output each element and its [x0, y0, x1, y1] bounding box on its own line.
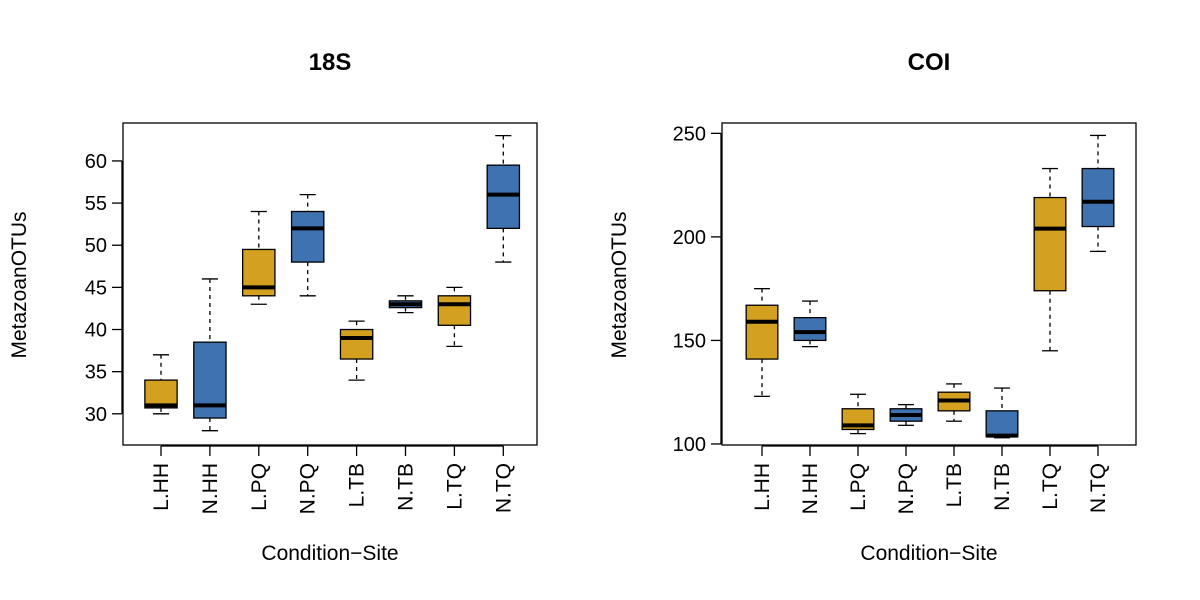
x-tick-label: N.TQ [1087, 463, 1110, 513]
y-tick-label: 250 [673, 123, 706, 145]
iqr-box [745, 304, 779, 360]
iqr-box [144, 379, 178, 409]
box-l-tq [437, 286, 472, 348]
panel-18s: 18S MetazoanOTUs Condition−Site 30 35 40 45… [8, 49, 538, 565]
x-tick-label: L.PQ [248, 463, 271, 511]
y-tick-label: 200 [673, 227, 706, 249]
x-axis: L.HH N.HH L.PQ N.PQ L.TB N.TB L.TQ N.TQ [751, 445, 1110, 514]
plot-frame [721, 122, 1137, 446]
x-tick-label: L.TB [943, 463, 966, 507]
box-n-tb [388, 295, 423, 314]
y-axis: 100 150 200 250 [673, 123, 722, 456]
iqr-box [290, 210, 325, 263]
iqr-box [985, 410, 1019, 438]
y-tick-label: 150 [673, 330, 706, 352]
x-axis-label: Condition−Site [261, 542, 398, 565]
x-tick-label: N.TB [991, 463, 1014, 511]
panel-title: COI [908, 49, 951, 76]
boxes-layer [745, 134, 1115, 439]
x-tick-label: L.TQ [1039, 463, 1062, 510]
box-l-tb [937, 383, 971, 422]
y-axis: 30 35 40 45 50 55 60 [85, 151, 123, 426]
box-n-tb [985, 387, 1019, 439]
x-tick-label: L.TB [346, 463, 369, 507]
y-tick-label: 30 [85, 404, 107, 426]
box-n-pq [889, 403, 923, 426]
x-tick-label: N.TQ [492, 463, 515, 513]
iqr-box [437, 295, 472, 326]
iqr-box [339, 328, 374, 360]
box-n-hh [793, 300, 827, 348]
y-tick-label: 100 [673, 434, 706, 456]
x-tick-label: L.HH [751, 463, 774, 511]
x-tick-label: N.HH [799, 463, 822, 514]
box-l-hh [144, 354, 178, 415]
x-tick-label: N.HH [199, 463, 222, 514]
panel-title: 18S [309, 49, 352, 76]
x-tick-label: L.HH [150, 463, 173, 511]
y-tick-label: 50 [85, 235, 107, 257]
x-tick-label: L.TQ [443, 463, 466, 510]
y-axis-label: MetazoanOTUs [8, 211, 31, 358]
iqr-box [486, 164, 521, 230]
box-l-pq [841, 393, 875, 435]
boxes-layer [144, 134, 521, 432]
box-n-tq [1081, 134, 1115, 253]
y-axis-label: MetazoanOTUs [608, 211, 631, 358]
iqr-box [793, 316, 827, 342]
box-l-hh [745, 288, 779, 397]
panel-coi: COI MetazoanOTUs Condition−Site 100 150 20… [608, 49, 1137, 565]
box-l-tq [1033, 167, 1067, 352]
x-tick-label: N.TB [395, 463, 418, 511]
iqr-box [1033, 196, 1067, 292]
x-axis-label: Condition−Site [860, 542, 997, 565]
x-axis: L.HH N.HH L.PQ N.PQ L.TB N.TB L.TQ N.TQ [150, 445, 515, 514]
plot-frame [122, 122, 538, 446]
box-n-pq [290, 193, 325, 297]
x-tick-label: L.PQ [847, 463, 870, 511]
box-l-pq [242, 210, 276, 305]
y-tick-label: 60 [85, 151, 107, 173]
x-tick-label: N.PQ [895, 463, 918, 514]
box-l-tb [339, 320, 374, 381]
iqr-box [1081, 167, 1115, 228]
y-tick-label: 40 [85, 320, 107, 342]
y-tick-label: 55 [85, 193, 107, 215]
y-tick-label: 35 [85, 362, 107, 384]
y-tick-label: 45 [85, 277, 107, 299]
box-n-tq [486, 134, 521, 263]
box-n-hh [193, 278, 227, 432]
x-tick-label: N.PQ [297, 463, 320, 514]
